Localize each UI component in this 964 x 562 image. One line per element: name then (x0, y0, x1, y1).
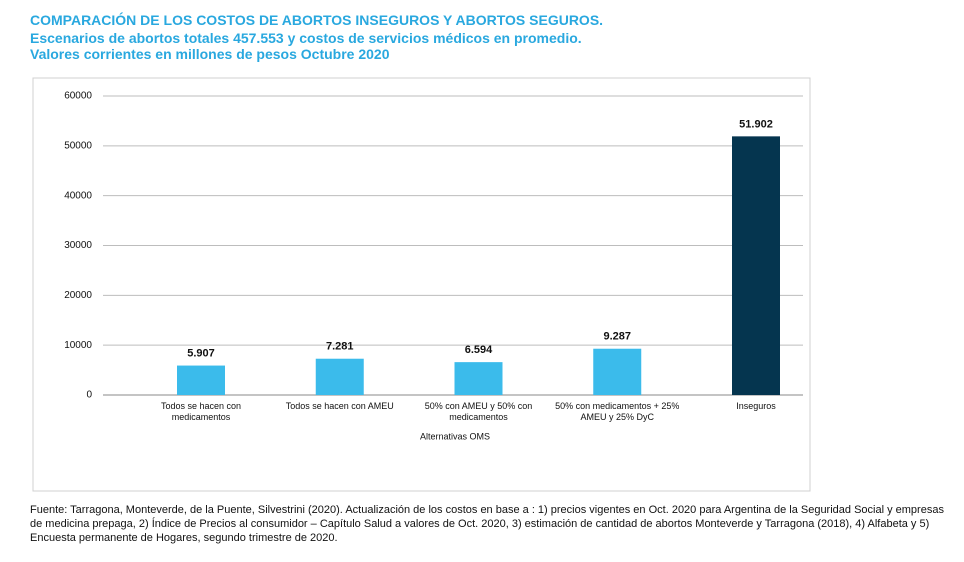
bar (315, 358, 364, 395)
bar (177, 365, 225, 395)
chart-subtitle: Escenarios de abortos totales 457.553 y … (30, 30, 582, 46)
chart-frame (32, 77, 811, 492)
y-tick-label: 0 (86, 390, 92, 401)
x-axis-title: Alternativas OMS (420, 431, 490, 441)
x-tick-label: 50% con medicamentos + 25% AMEU y 25% Dy… (555, 401, 680, 422)
value-label: 6.594 (465, 344, 493, 356)
y-tick-label: 60000 (64, 91, 92, 102)
source-note: Fuente: Tarragona, Monteverde, de la Pue… (30, 504, 944, 544)
value-label: 7.281 (326, 341, 354, 353)
bar (454, 362, 503, 395)
x-tick-label: 50% con AMEU y 50% con medicamentos (424, 401, 533, 422)
chart-subtitle-2: Valores corrientes en millones de pesos … (30, 46, 390, 62)
y-tick-label: 30000 (64, 240, 92, 251)
y-tick-label: 50000 (64, 140, 92, 151)
x-tick-label: Todos se hacen con medicamentos (160, 401, 242, 422)
y-tick-label: 40000 (64, 190, 92, 201)
x-tick-label: Inseguros (736, 401, 776, 411)
x-tick-label: Todos se hacen con AMEU (285, 401, 394, 411)
bar (593, 348, 642, 395)
chart-title: COMPARACIÓN DE LOS COSTOS DE ABORTOS INS… (30, 12, 604, 28)
y-tick-label: 10000 (64, 340, 92, 351)
value-label: 9.287 (603, 331, 631, 343)
bar (732, 136, 780, 395)
value-label: 5.907 (187, 347, 215, 359)
y-tick-label: 20000 (64, 290, 92, 301)
value-label: 51.902 (739, 118, 773, 130)
